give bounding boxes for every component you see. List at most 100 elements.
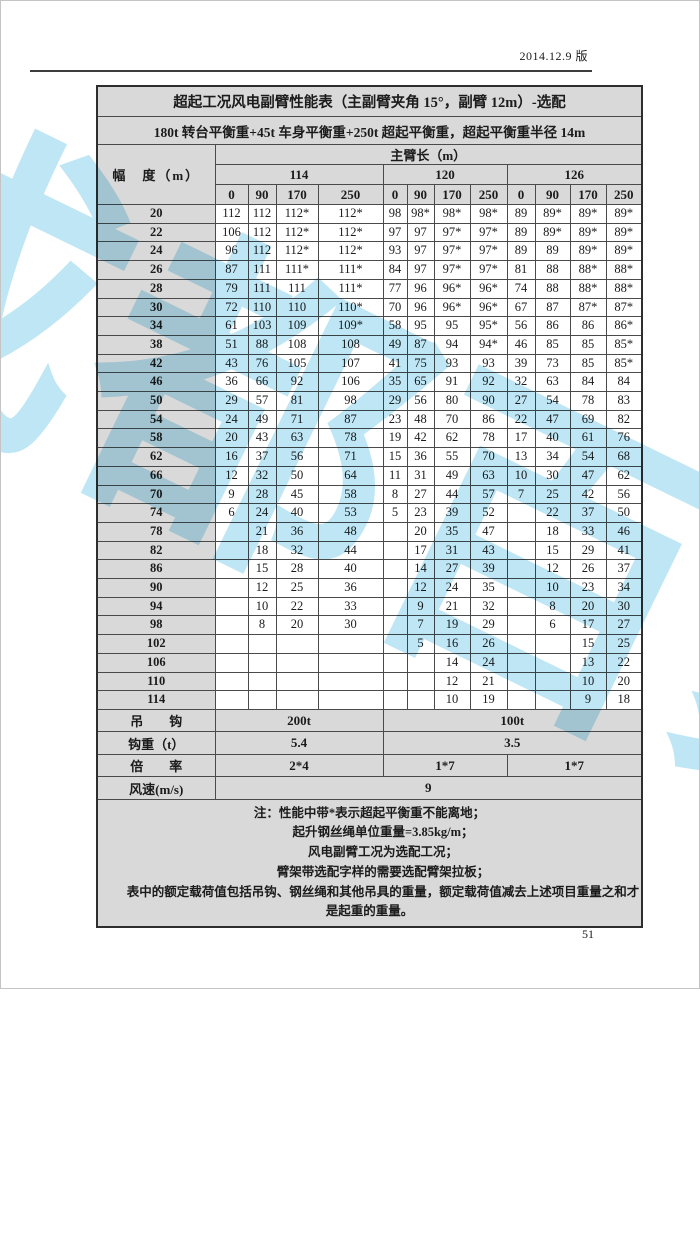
load-cell: 10 [569, 671, 607, 692]
subcol-120-250: 250 [469, 184, 508, 205]
load-cell: 89* [534, 204, 571, 224]
load-cell: 88* [605, 278, 643, 299]
load-cell: 96* [469, 278, 508, 299]
load-cell: 88 [534, 278, 571, 299]
load-cell: 67 [506, 297, 536, 318]
load-cell: 48 [406, 409, 435, 430]
boom-length-header: 主臂长（m） [214, 144, 643, 165]
load-cell: 76 [247, 353, 277, 374]
load-cell [214, 615, 249, 636]
footer-label: 吊 钩 [96, 708, 216, 733]
load-cell: 66 [247, 372, 277, 393]
subcol-120-0: 0 [382, 184, 408, 205]
load-cell: 97 [382, 222, 408, 243]
load-cell: 5 [406, 634, 435, 654]
load-cell: 92 [275, 372, 319, 393]
load-cell: 17 [406, 540, 435, 561]
load-cell: 23 [406, 503, 435, 523]
load-cell [506, 559, 536, 580]
radius-label: 22 [96, 222, 216, 243]
boom-group-126: 126 [506, 164, 643, 185]
load-cell: 56 [406, 391, 435, 411]
radius-label: 34 [96, 316, 216, 336]
load-cell: 49 [382, 334, 408, 355]
footer-value: 100t [382, 708, 643, 733]
performance-table: 超起工况风电副臂性能表（主副臂夹角 15°，副臂 12m）-选配 180t 转台平… [96, 85, 643, 928]
load-cell: 88* [569, 260, 607, 280]
load-cell: 27 [506, 391, 536, 411]
load-cell: 111* [317, 260, 384, 280]
load-cell: 88 [247, 334, 277, 355]
load-cell: 28 [247, 484, 277, 505]
load-cell: 39 [469, 559, 508, 580]
load-cell: 34 [605, 578, 643, 598]
subcol-114-90: 90 [247, 184, 277, 205]
load-cell: 61 [214, 316, 249, 336]
load-cell [406, 652, 435, 673]
load-cell: 27 [433, 559, 471, 580]
load-cell: 78 [317, 428, 384, 449]
table-subtitle: 180t 转台平衡重+45t 车身平衡重+250t 超起平衡重，超起平衡重半径 … [96, 116, 643, 145]
load-cell: 10 [506, 465, 536, 486]
radius-label: 110 [96, 671, 216, 692]
load-cell: 33 [317, 596, 384, 617]
load-cell [382, 652, 408, 673]
load-cell: 27 [406, 484, 435, 505]
radius-label: 70 [96, 484, 216, 505]
load-cell: 29 [382, 391, 408, 411]
radius-label: 82 [96, 540, 216, 561]
load-cell: 23 [382, 409, 408, 430]
load-cell: 61 [569, 428, 607, 449]
load-cell: 68 [605, 447, 643, 467]
load-cell [534, 671, 571, 692]
load-cell: 97 [406, 241, 435, 262]
load-cell: 112* [317, 204, 384, 224]
load-cell: 63 [534, 372, 571, 393]
footer-value: 2*4 [214, 753, 384, 778]
radius-label: 54 [96, 409, 216, 430]
load-cell: 97 [406, 260, 435, 280]
load-cell [506, 540, 536, 561]
load-cell: 56 [605, 484, 643, 505]
load-cell: 112* [275, 204, 319, 224]
load-cell: 52 [469, 503, 508, 523]
load-cell [406, 690, 435, 710]
load-cell: 70 [382, 297, 408, 318]
subcol-126-0: 0 [506, 184, 536, 205]
load-cell: 15 [247, 559, 277, 580]
load-cell: 39 [506, 353, 536, 374]
load-cell: 19 [469, 690, 508, 710]
load-cell: 22 [506, 409, 536, 430]
load-cell: 69 [569, 409, 607, 430]
load-cell: 112* [317, 241, 384, 262]
load-cell [506, 671, 536, 692]
load-cell: 71 [317, 447, 384, 467]
load-cell: 41 [382, 353, 408, 374]
load-cell: 89* [605, 222, 643, 243]
load-cell: 86 [569, 316, 607, 336]
load-cell: 75 [406, 353, 435, 374]
load-cell: 23 [569, 578, 607, 598]
load-cell: 8 [534, 596, 571, 617]
load-cell: 84 [605, 372, 643, 393]
load-cell: 89* [605, 241, 643, 262]
radius-label: 98 [96, 615, 216, 636]
footer-value: 9 [214, 776, 643, 800]
load-cell: 96* [469, 297, 508, 318]
load-cell: 77 [382, 278, 408, 299]
radius-label: 102 [96, 634, 216, 654]
load-cell: 29 [214, 391, 249, 411]
load-cell: 46 [605, 521, 643, 542]
load-cell [382, 615, 408, 636]
load-cell: 9 [406, 596, 435, 617]
footer-label: 倍 率 [96, 753, 216, 778]
load-cell: 50 [605, 503, 643, 523]
load-cell: 46 [506, 334, 536, 355]
load-cell: 18 [605, 690, 643, 710]
load-cell: 43 [469, 540, 508, 561]
load-cell: 97* [433, 222, 471, 243]
load-cell: 106 [317, 372, 384, 393]
load-cell: 57 [247, 391, 277, 411]
load-cell: 87 [534, 297, 571, 318]
